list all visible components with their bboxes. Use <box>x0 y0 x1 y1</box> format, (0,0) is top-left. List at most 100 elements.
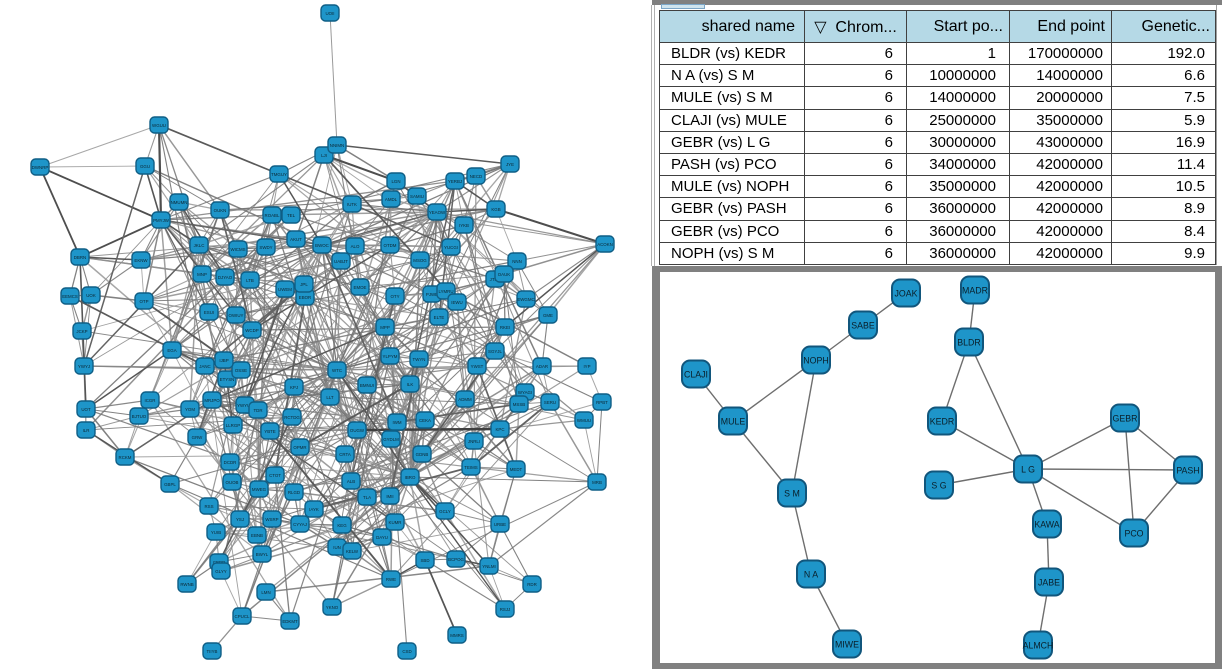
svg-text:JYE: JYE <box>506 162 514 167</box>
svg-text:YEAOW: YEAOW <box>429 210 446 215</box>
svg-text:KEDR: KEDR <box>930 417 954 427</box>
svg-text:EBOR: EBOR <box>299 295 311 300</box>
svg-text:ALB: ALB <box>347 479 355 484</box>
svg-text:LYMRU: LYMRU <box>438 289 453 294</box>
svg-text:CPUCL: CPUCL <box>235 614 250 619</box>
svg-text:OTP: OTP <box>139 299 148 304</box>
svg-text:TLA: TLA <box>363 495 371 500</box>
svg-text:S M: S M <box>784 489 800 499</box>
svg-text:CLAJI: CLAJI <box>684 370 708 380</box>
svg-text:MNP: MNP <box>197 272 207 277</box>
svg-text:MADR: MADR <box>962 286 988 296</box>
svg-text:IUN: IUN <box>333 545 341 550</box>
svg-text:WMUU: WMUU <box>577 418 591 423</box>
svg-text:IYP: IYP <box>583 364 590 369</box>
svg-text:S G: S G <box>931 481 946 491</box>
svg-text:MULE: MULE <box>721 417 746 427</box>
svg-text:ACOKN: ACOKN <box>597 242 613 247</box>
svg-text:ILR: ILR <box>83 428 90 433</box>
svg-text:ROABL: ROABL <box>265 213 280 218</box>
svg-text:NNIMN: NNIMN <box>330 143 344 148</box>
svg-text:URBE: URBE <box>494 522 506 527</box>
svg-text:IUTK: IUTK <box>347 202 357 207</box>
svg-text:KEG: KEG <box>337 523 347 528</box>
svg-text:GCLY: GCLY <box>439 509 451 514</box>
svg-text:YUCGI: YUCGI <box>444 245 458 250</box>
svg-text:CEKA: CEKA <box>419 418 431 423</box>
svg-text:CRTA: CRTA <box>339 452 351 457</box>
svg-text:WYAGI: WYAGI <box>518 390 532 395</box>
svg-text:CTOT: CTOT <box>269 473 281 478</box>
svg-text:JPL: JPL <box>300 282 308 287</box>
svg-text:KUMR: KUMR <box>389 520 402 525</box>
svg-text:MEDT: MEDT <box>510 467 523 472</box>
svg-text:ALO: ALO <box>351 244 360 249</box>
svg-text:BJTUO: BJTUO <box>132 414 147 419</box>
svg-text:OTDM: OTDM <box>384 243 397 248</box>
svg-text:RPBT: RPBT <box>596 400 608 405</box>
svg-text:RWE: RWE <box>386 577 396 582</box>
svg-text:OUKN: OUKN <box>214 208 227 213</box>
svg-text:MMRS: MMRS <box>450 633 463 638</box>
svg-text:MPP: MPP <box>380 325 390 330</box>
svg-text:DCDR: DCDR <box>224 460 237 465</box>
svg-text:GGU: GGU <box>140 164 150 169</box>
svg-text:UOII: UOII <box>325 11 334 16</box>
svg-text:IBRO: IBRO <box>405 475 416 480</box>
svg-text:WCDP: WCDP <box>245 328 258 333</box>
svg-text:PCO: PCO <box>1124 529 1143 539</box>
svg-text:YUIB: YUIB <box>211 530 221 535</box>
svg-text:YWYJ: YWYJ <box>78 364 90 369</box>
svg-text:CSD: CSD <box>402 649 411 654</box>
svg-text:KGB: KGB <box>491 207 500 212</box>
svg-text:JOAK: JOAK <box>895 289 918 299</box>
svg-text:SABE: SABE <box>851 321 875 331</box>
svg-text:ESUI: ESUI <box>204 310 214 315</box>
svg-text:OPMR: OPMR <box>293 445 306 450</box>
svg-text:YWYUT: YWYUT <box>237 403 253 408</box>
svg-text:DWNRP: DWNRP <box>32 165 49 170</box>
svg-text:BWYL: BWYL <box>256 552 269 557</box>
svg-text:YERBJ: YERBJ <box>448 179 462 184</box>
svg-text:SBD: SBD <box>420 558 429 563</box>
svg-text:MIWE: MIWE <box>835 640 859 650</box>
svg-text:LGN: LGN <box>391 179 400 184</box>
svg-text:YKNO: YKNO <box>326 605 339 610</box>
svg-text:RSS: RSS <box>204 504 213 509</box>
svg-text:ADMM: ADMM <box>458 397 472 402</box>
svg-text:NECD: NECD <box>470 174 482 179</box>
svg-text:EWGMC: EWGMC <box>517 297 534 302</box>
svg-text:ADAR: ADAR <box>536 364 548 369</box>
svg-text:DJYAO: DJYAO <box>218 275 233 280</box>
svg-text:UABJT: UABJT <box>334 259 348 264</box>
svg-text:YOM: YOM <box>185 407 195 412</box>
svg-text:LLT: LLT <box>326 395 334 400</box>
svg-text:OSSE: OSSE <box>235 368 247 373</box>
svg-text:GRW: GRW <box>192 435 204 440</box>
svg-text:MSSB: MSSB <box>513 402 526 407</box>
svg-text:BLDR: BLDR <box>957 338 980 348</box>
svg-text:OTY: OTY <box>390 294 399 299</box>
svg-text:CYYAJ: CYYAJ <box>293 522 307 527</box>
svg-text:EBNB: EBNB <box>251 533 263 538</box>
svg-text:RSJJ: RSJJ <box>500 607 511 612</box>
svg-text:UWEM: UWEM <box>278 287 292 292</box>
svg-text:ALMCH: ALMCH <box>1023 641 1054 651</box>
svg-text:BCPOG: BCPOG <box>448 557 464 562</box>
svg-text:MSOG: MSOG <box>413 258 427 263</box>
svg-text:TWYN: TWYN <box>413 357 426 362</box>
svg-text:TEIMS: TEIMS <box>464 465 477 470</box>
svg-text:OUOB: OUOB <box>226 480 239 485</box>
svg-text:BMNUI: BMNUI <box>360 383 374 388</box>
svg-text:PJWE: PJWE <box>426 292 438 297</box>
svg-text:MRB: MRB <box>592 480 602 485</box>
svg-text:ETYSN: ETYSN <box>220 377 235 382</box>
svg-text:L G: L G <box>1021 465 1035 475</box>
svg-text:GME: GME <box>543 313 553 318</box>
svg-text:KPC: KPC <box>495 427 504 432</box>
svg-text:AMDL: AMDL <box>385 197 398 202</box>
svg-text:ELTE: ELTE <box>434 315 445 320</box>
svg-text:YNLMI: YNLMI <box>482 564 495 569</box>
svg-text:IEWU: IEWU <box>451 300 462 305</box>
svg-text:JKLC: JKLC <box>194 243 205 248</box>
